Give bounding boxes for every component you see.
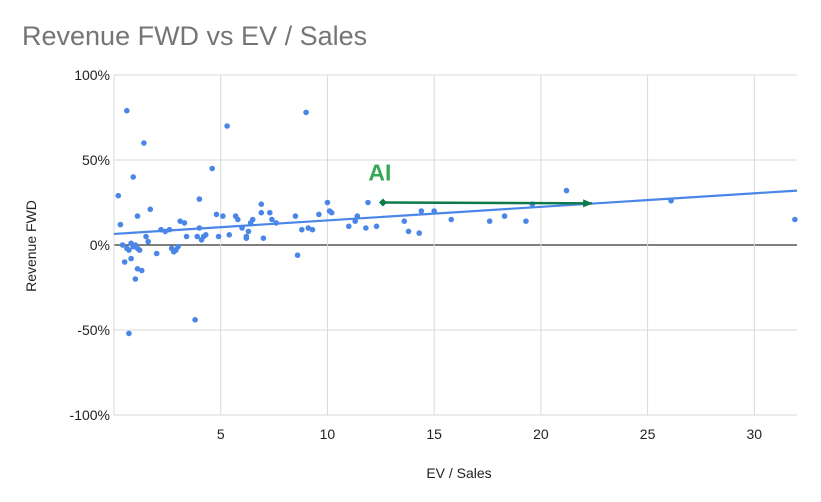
data-point [303,109,309,116]
data-point [324,199,331,206]
data-point [226,232,233,238]
data-point [299,226,305,233]
data-point [134,213,141,219]
data-point [124,107,130,114]
data-point [128,255,134,262]
data-point [158,226,164,233]
annotation-arrow [382,199,594,208]
data-point [501,213,508,219]
x-tick-label: 15 [426,426,442,442]
data-point [224,123,230,129]
data-point [245,228,252,235]
data-point [401,218,408,224]
data-point [363,225,369,231]
y-axis-label: Revenue FWD [23,200,39,292]
y-tick-label: 0% [90,237,110,253]
data-point [792,216,798,223]
data-point [220,213,226,219]
data-point [138,267,145,274]
data-point [166,226,173,233]
y-tick-label: 50% [82,152,110,168]
data-point [126,247,132,253]
data-point [563,187,570,194]
data-point [145,238,151,245]
x-tick-label: 30 [747,426,763,442]
annotation-label: AI [368,160,391,186]
data-point [147,206,154,213]
data-point [134,266,141,272]
data-point [213,211,220,218]
data-point [130,174,137,180]
data-point [273,220,280,226]
data-point [405,228,412,235]
data-point [294,252,301,258]
data-point [373,223,380,230]
data-point [209,165,215,172]
y-tick-label: -100% [70,407,110,423]
data-point [269,216,275,223]
chart-title: Revenue FWD vs EV / Sales [22,21,368,51]
data-point [194,233,201,240]
data-point [196,196,203,202]
data-point [249,216,256,223]
data-point [668,198,674,204]
data-point [215,233,222,240]
data-point [202,232,209,238]
data-point [292,213,299,219]
data-point [258,209,265,216]
data-point [162,228,169,235]
x-tick-label: 20 [533,426,549,442]
data-point [132,276,139,282]
data-point [121,259,128,265]
data-point [136,247,143,253]
data-point [153,250,160,257]
data-point [354,213,361,219]
y-tick-label: 100% [74,67,110,83]
data-point [234,216,241,223]
data-point [181,220,188,226]
data-point [328,209,335,216]
data-point [486,218,493,224]
x-tick-label: 25 [640,426,656,442]
x-tick-label: 10 [320,426,336,442]
trendline-group [113,189,798,236]
data-point [260,235,267,241]
points-group [115,107,798,337]
data-point [316,211,322,218]
data-point [141,140,147,146]
data-point [183,233,190,240]
data-point [305,225,312,231]
data-point [352,218,358,224]
data-point [267,209,273,216]
data-point [243,233,250,240]
data-point [143,233,149,240]
data-point [192,317,198,323]
grid [113,74,797,416]
data-point [177,218,183,224]
x-axis-label: EV / Sales [426,465,491,481]
data-point [365,199,371,206]
data-point [115,192,122,199]
ticks-group: -100% -50% 0% 50% 100% 5 10 15 20 25 30 [70,67,763,442]
data-point [239,225,245,231]
data-point [196,225,203,231]
data-point [258,201,265,207]
data-point [523,218,529,224]
annotation-group: AI [368,160,594,208]
data-point [119,242,126,248]
data-point [309,226,316,233]
data-point [175,243,181,250]
data-point [448,216,455,223]
data-point [431,208,437,214]
trendline [113,189,798,236]
x-tick-label: 5 [217,426,225,442]
y-tick-label: -50% [77,322,110,338]
data-point [416,230,423,236]
data-point [117,221,124,228]
data-point [126,330,132,337]
data-point [345,223,352,230]
data-point [418,208,425,214]
